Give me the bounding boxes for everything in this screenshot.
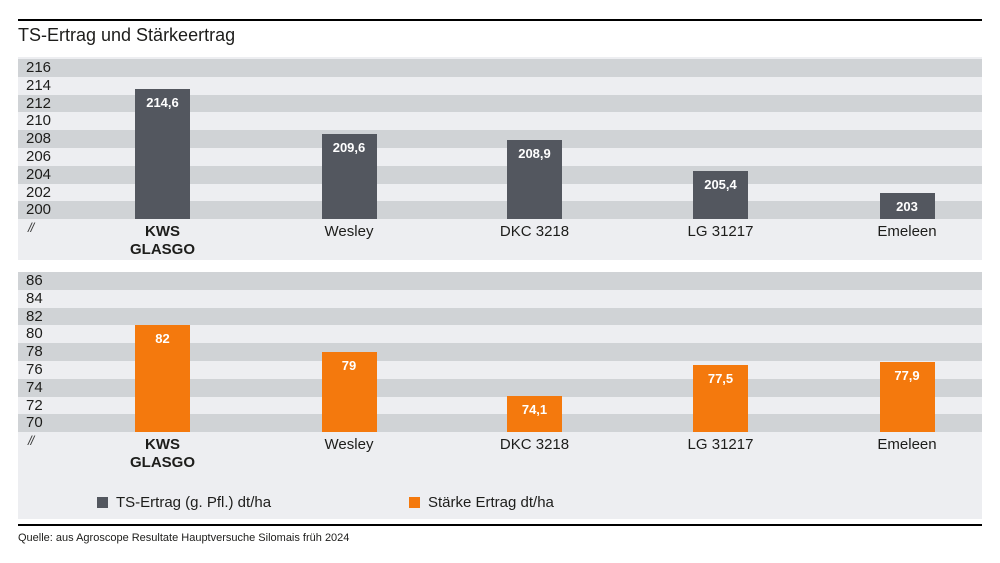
y-axis-break-icon: //: [28, 433, 34, 449]
y-axis-tick-label: 206: [26, 147, 52, 165]
bar-lg-31217: 77,5: [693, 365, 748, 433]
grid-band: 216: [18, 59, 982, 77]
grid-band: 208: [18, 130, 982, 148]
bar-wesley: 79: [321, 352, 377, 433]
category-label-lg-31217: LG 31217: [687, 223, 754, 241]
bar-value-label: 208,9: [518, 146, 551, 161]
y-axis-tick-label: 80: [26, 325, 43, 343]
y-axis-tick-label: 208: [26, 130, 52, 148]
ts-ertrag-swatch-icon: [97, 497, 108, 508]
y-axis-tick-label: 86: [26, 272, 43, 289]
staerke-ertrag-plot-area: 86 84 82 80 78 76 74 72 70 82 79 74,1 77,5 77,9: [18, 272, 982, 433]
grid-band: 202: [18, 184, 982, 202]
category-label-kws-glasgo: KWS GLASGO: [129, 436, 195, 472]
y-axis-tick-label: 84: [26, 289, 43, 307]
bar-value-label: 203: [896, 198, 918, 214]
category-label-kws-glasgo: KWS GLASGO: [129, 223, 195, 259]
bar-emeleen: 203: [879, 192, 935, 220]
grid-band: 82: [18, 307, 982, 326]
y-axis-tick-label: 74: [26, 378, 43, 396]
y-axis-tick-label: 200: [26, 201, 52, 219]
bar-value-label: 77,5: [707, 371, 734, 387]
category-label-dkc-3218: DKC 3218: [499, 223, 570, 241]
legend-item-staerke-ertrag: Stärke Ertrag dt/ha: [409, 494, 554, 511]
y-axis-tick-label: 214: [26, 76, 52, 94]
grid-band: 72: [18, 397, 982, 415]
category-label-emeleen: Emeleen: [877, 223, 937, 241]
bar-wesley: 209,6: [321, 133, 377, 220]
bar-dkc-3218: 74,1: [507, 395, 562, 433]
bar-value-label: 205,4: [704, 177, 737, 193]
legend-item-ts-ertrag: TS-Ertrag (g. Pfl.) dt/ha: [97, 494, 271, 511]
ts-ertrag-plot-area: 216 214 212 210 208 206 204 202 200 214,6 209,6 208…: [18, 59, 982, 220]
grid-band: 210: [18, 112, 982, 130]
bar-value-label: 77,9: [894, 367, 920, 383]
chart-title: TS-Ertrag und Stärkeertrag: [18, 25, 236, 45]
y-axis-tick-label: 78: [26, 343, 43, 361]
y-axis-tick-label: 216: [26, 59, 52, 76]
y-axis-tick-label: 202: [26, 183, 52, 201]
grid-band: 212: [18, 94, 982, 113]
bar-value-label: 82: [155, 331, 170, 347]
chart-legend: TS-Ertrag (g. Pfl.) dt/ha Stärke Ertrag …: [18, 494, 982, 514]
bar-emeleen: 77,9: [879, 361, 935, 433]
top-rule: [18, 19, 982, 21]
bar-value-label: 74,1: [521, 401, 548, 417]
bar-lg-31217: 205,4: [693, 171, 748, 220]
category-label-wesley: Wesley: [324, 436, 374, 454]
y-axis-tick-label: 82: [26, 307, 43, 325]
category-label-dkc-3218: DKC 3218: [499, 436, 570, 454]
grid-band: 78: [18, 343, 982, 361]
bar-kws-glasgo: 82: [135, 325, 190, 433]
y-axis-break-icon: //: [28, 220, 34, 236]
y-axis-tick-label: 204: [26, 165, 52, 183]
bar-kws-glasgo: 214,6: [135, 89, 190, 220]
grid-band: 84: [18, 290, 982, 308]
ts-ertrag-chart-panel: 216 214 212 210 208 206 204 202 200 214,6 209,6 208…: [18, 57, 982, 260]
y-axis-tick-label: 210: [26, 112, 52, 130]
staerke-ertrag-chart-panel: 86 84 82 80 78 76 74 72 70 82 79 74,1 77,5 77,9 TS-Er…: [18, 272, 982, 519]
category-label-wesley: Wesley: [324, 223, 374, 241]
grid-band: 86: [18, 272, 982, 290]
bar-value-label: 214,6: [146, 95, 179, 111]
y-axis-tick-label: 70: [26, 414, 43, 432]
legend-label-ts-ertrag: TS-Ertrag (g. Pfl.) dt/ha: [116, 494, 272, 511]
bar-dkc-3218: 208,9: [507, 140, 562, 220]
staerke-ertrag-swatch-icon: [409, 497, 420, 508]
grid-band: 206: [18, 148, 982, 166]
y-axis-tick-label: 76: [26, 360, 43, 378]
legend-label-staerke-ertrag: Stärke Ertrag dt/ha: [428, 494, 554, 511]
grid-band: 76: [18, 361, 982, 379]
bottom-rule: [18, 524, 982, 526]
source-note: Quelle: aus Agroscope Resultate Hauptver…: [18, 532, 350, 544]
grid-band: 214: [18, 77, 982, 95]
category-label-emeleen: Emeleen: [877, 436, 937, 454]
grid-band: 80: [18, 325, 982, 343]
category-label-lg-31217: LG 31217: [687, 436, 754, 454]
bar-value-label: 209,6: [332, 139, 366, 155]
bar-value-label: 79: [341, 358, 357, 374]
y-axis-tick-label: 212: [26, 94, 52, 112]
y-axis-tick-label: 72: [26, 396, 43, 414]
